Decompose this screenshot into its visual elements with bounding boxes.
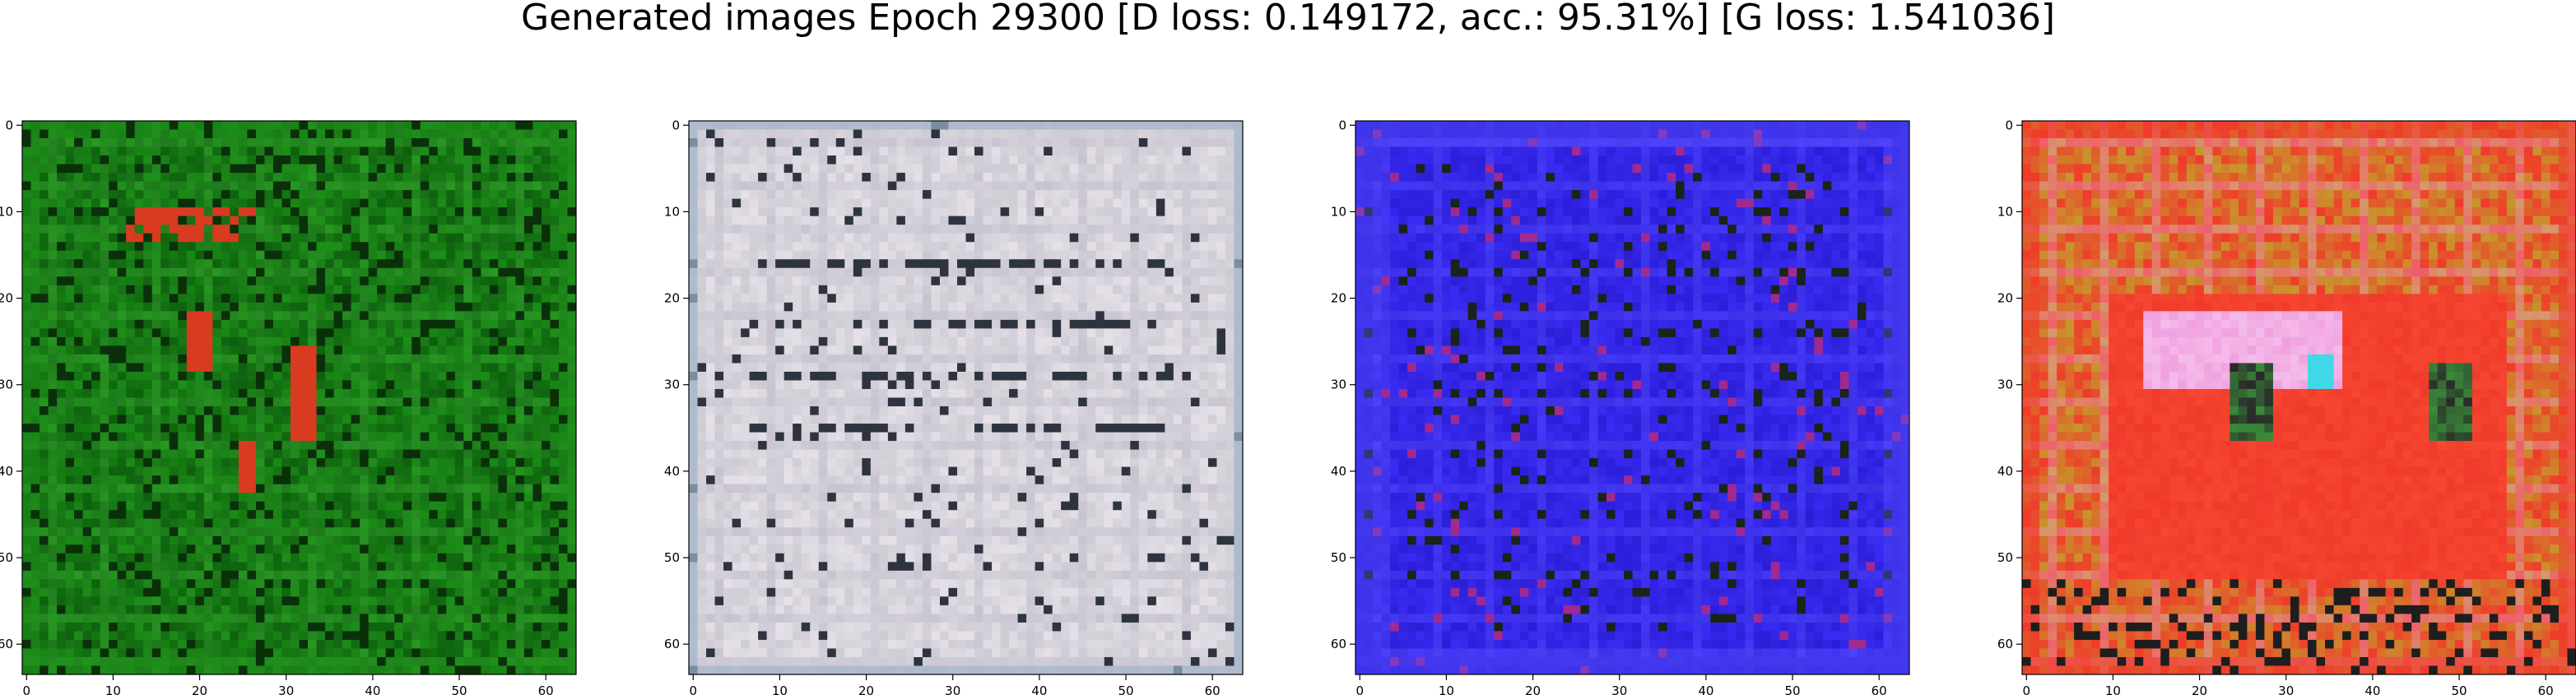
generated-image bbox=[689, 121, 1244, 675]
y-tick-label: 60 bbox=[1331, 637, 1346, 651]
x-tick-label: 20 bbox=[1525, 683, 1541, 695]
x-tick-label: 10 bbox=[772, 683, 788, 695]
x-tick-label: 40 bbox=[1031, 683, 1047, 695]
panel-1: 0 10 20 30 40 50 60 0 10 20 30 40 50 60 bbox=[0, 118, 577, 695]
y-tick-label: 0 bbox=[5, 118, 13, 132]
x-tick-label: 0 bbox=[2022, 683, 2030, 695]
x-tick-label: 10 bbox=[1439, 683, 1454, 695]
x-tick-label: 20 bbox=[192, 683, 207, 695]
panel-4: 0 10 20 30 40 50 60 0 10 20 30 40 50 60 bbox=[1997, 118, 2576, 695]
y-tick-label: 10 bbox=[664, 204, 680, 219]
x-tick-label: 60 bbox=[1205, 683, 1221, 695]
y-tick-label: 50 bbox=[1997, 550, 2013, 565]
y-tick-label: 60 bbox=[664, 637, 680, 651]
y-tick-label: 10 bbox=[0, 204, 13, 219]
x-tick-label: 0 bbox=[22, 683, 30, 695]
x-tick-label: 60 bbox=[2538, 683, 2554, 695]
panel-3: 0 10 20 30 40 50 60 0 10 20 30 40 50 60 bbox=[1331, 118, 1910, 695]
x-tick-label: 50 bbox=[451, 683, 467, 695]
x-tick-label: 10 bbox=[105, 683, 121, 695]
y-tick-label: 50 bbox=[1331, 550, 1346, 565]
axes-frame bbox=[1355, 120, 1910, 675]
axes-frame bbox=[2021, 120, 2576, 675]
y-tick-label: 0 bbox=[1338, 118, 1346, 132]
axes-frame bbox=[21, 120, 577, 675]
x-tick-label: 30 bbox=[1611, 683, 1627, 695]
y-tick-label: 20 bbox=[0, 291, 13, 306]
x-tick-label: 60 bbox=[538, 683, 554, 695]
x-tick-label: 40 bbox=[365, 683, 380, 695]
y-tick-label: 0 bbox=[2005, 118, 2013, 132]
x-tick-label: 30 bbox=[278, 683, 294, 695]
y-tick-label: 40 bbox=[0, 464, 13, 479]
x-tick-label: 30 bbox=[945, 683, 960, 695]
x-tick-label: 40 bbox=[2364, 683, 2380, 695]
y-tick-label: 40 bbox=[1997, 464, 2013, 479]
axes-frame bbox=[688, 120, 1244, 675]
x-tick-label: 50 bbox=[1784, 683, 1800, 695]
y-tick-label: 60 bbox=[1997, 637, 2013, 651]
generated-image bbox=[2022, 121, 2576, 675]
generated-image bbox=[22, 121, 577, 675]
x-tick-label: 0 bbox=[689, 683, 697, 695]
y-tick-label: 30 bbox=[1331, 378, 1346, 392]
x-tick-label: 60 bbox=[1872, 683, 1887, 695]
y-tick-label: 30 bbox=[664, 378, 680, 392]
x-tick-label: 30 bbox=[2278, 683, 2294, 695]
figure-title: Generated images Epoch 29300 [D loss: 0.… bbox=[520, 0, 2056, 39]
generated-image bbox=[1355, 121, 1910, 675]
y-tick-label: 30 bbox=[0, 378, 13, 392]
y-tick-label: 40 bbox=[1331, 464, 1346, 479]
x-tick-label: 50 bbox=[2451, 683, 2467, 695]
panel-2: 0 10 20 30 40 50 60 0 10 20 30 40 50 60 bbox=[664, 118, 1244, 695]
x-tick-label: 50 bbox=[1118, 683, 1133, 695]
y-tick-label: 50 bbox=[664, 550, 680, 565]
y-tick-label: 20 bbox=[1997, 291, 2013, 306]
y-tick-label: 10 bbox=[1331, 204, 1346, 219]
y-tick-label: 10 bbox=[1997, 204, 2013, 219]
x-tick-label: 20 bbox=[2192, 683, 2207, 695]
x-tick-label: 20 bbox=[858, 683, 874, 695]
y-tick-label: 60 bbox=[0, 637, 13, 651]
y-tick-label: 20 bbox=[664, 291, 680, 306]
y-tick-label: 20 bbox=[1331, 291, 1346, 306]
y-tick-label: 0 bbox=[672, 118, 680, 132]
y-tick-label: 50 bbox=[0, 550, 13, 565]
x-tick-label: 40 bbox=[1698, 683, 1713, 695]
x-tick-label: 10 bbox=[2105, 683, 2121, 695]
y-tick-label: 40 bbox=[664, 464, 680, 479]
x-tick-label: 0 bbox=[1355, 683, 1364, 695]
y-tick-label: 30 bbox=[1997, 378, 2013, 392]
